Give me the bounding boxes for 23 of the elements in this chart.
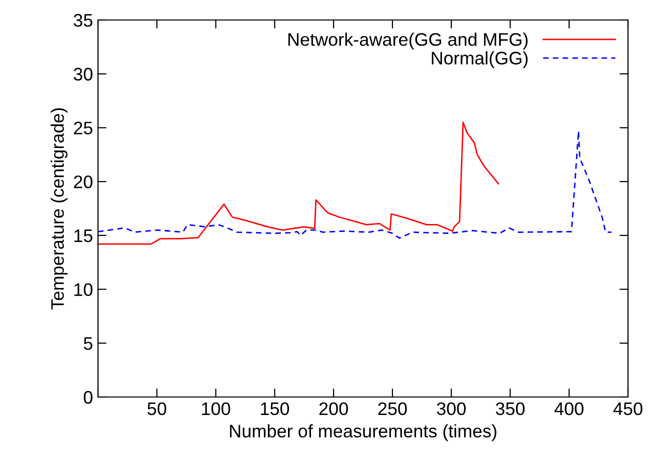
x-tick-label: 400 [554, 402, 584, 416]
x-tick-label: 300 [436, 402, 466, 416]
y-tick-label: 5 [84, 337, 92, 350]
y-tick-label: 0 [84, 390, 92, 404]
x-axis-title: Number of measurements (times) [230, 424, 496, 442]
x-tick-label: 250 [378, 402, 407, 416]
legend-label: Normal(GG) [432, 51, 528, 68]
x-tick-label: 150 [260, 402, 290, 416]
y-tick-label: 30 [74, 68, 92, 81]
line-series [98, 122, 500, 245]
y-tick-label: 25 [74, 122, 92, 134]
y-tick-label: 35 [74, 14, 92, 27]
y-tick-label: 20 [74, 176, 92, 188]
line-series [98, 130, 612, 239]
x-tick-label: 350 [496, 402, 525, 416]
x-tick-label: 200 [319, 402, 348, 416]
legend-label: Network-aware(GG and MFG) [288, 32, 528, 50]
x-tick-label: 450 [613, 402, 642, 416]
y-tick-label: 10 [74, 283, 92, 296]
x-tick-label: 50 [148, 402, 166, 416]
y-axis-title: Temperature (centigrade) [50, 108, 68, 310]
x-tick-label: 100 [202, 402, 230, 416]
y-tick-label: 15 [74, 230, 92, 242]
